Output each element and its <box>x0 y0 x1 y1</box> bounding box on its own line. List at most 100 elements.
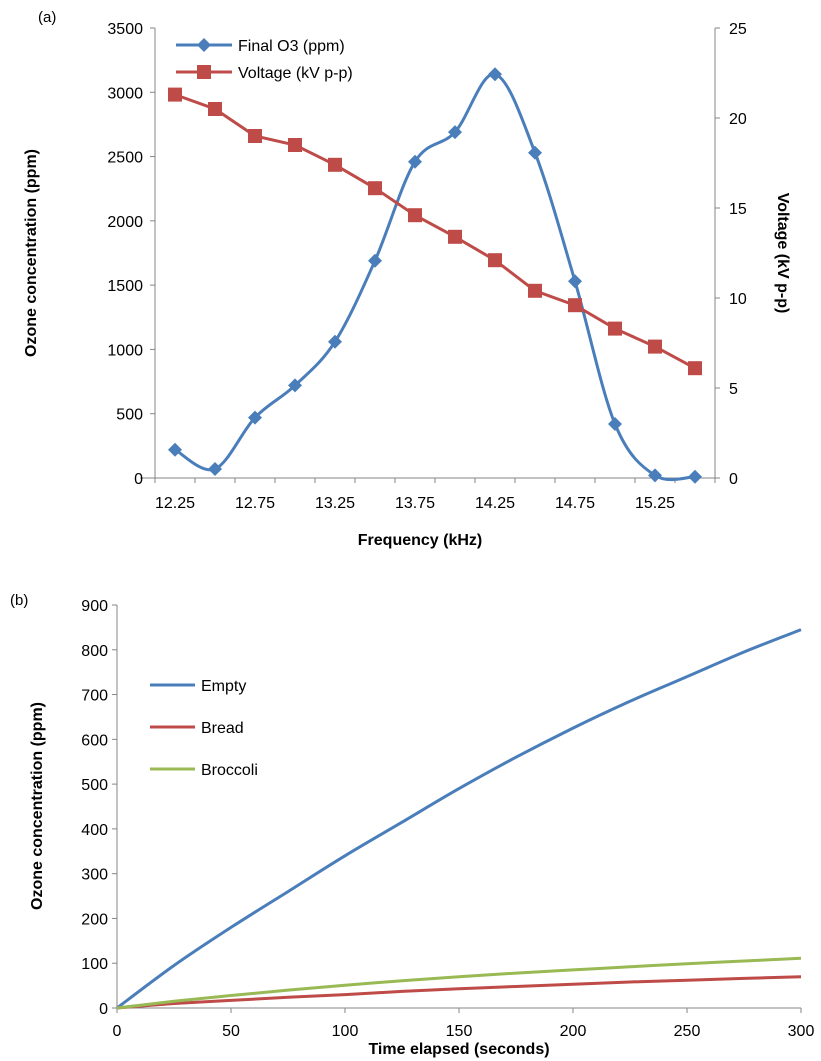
series-line-b-broccoli <box>116 956 802 1010</box>
x-tick-label-b: 50 <box>222 1023 240 1040</box>
legend-label-a: Voltage (kV p-p) <box>238 65 353 82</box>
legend-item-b-2: Broccoli <box>150 762 258 779</box>
right-y-tick-label-a: 15 <box>729 201 747 218</box>
y-tick-label-b: 500 <box>81 777 108 794</box>
diamond-marker-a <box>688 469 702 484</box>
square-marker-a <box>368 181 382 196</box>
y2-axis-label-a: Voltage (kV p-p) <box>774 193 791 314</box>
y-tick-label-b: 100 <box>81 956 108 973</box>
y-tick-label-b: 400 <box>81 822 108 839</box>
square-marker-a <box>408 208 422 223</box>
left-y-tick-label-a: 3500 <box>107 21 143 38</box>
square-marker-a <box>288 138 302 152</box>
left-y-tick-label-a: 0 <box>134 471 143 488</box>
square-marker-a <box>528 283 542 298</box>
square-marker-a <box>488 253 502 268</box>
legend-item-b-0: Empty <box>150 678 246 695</box>
series-group-a <box>168 67 702 484</box>
x-tick-label-b: 200 <box>560 1023 587 1040</box>
square-marker-a <box>248 129 262 143</box>
square-marker-a <box>328 157 342 172</box>
series-line-b-bread <box>116 975 802 1010</box>
diamond-marker-a <box>448 125 462 140</box>
x-tick-label-a: 13.25 <box>315 495 355 512</box>
y-tick-label-b: 900 <box>81 598 108 615</box>
square-marker-a <box>168 87 182 102</box>
x-axis-label-b: Time elapsed (seconds) <box>368 1041 549 1058</box>
diamond-marker-a <box>368 253 382 268</box>
square-marker-a <box>448 229 462 244</box>
left-y-tick-label-a: 1500 <box>107 278 143 295</box>
x-tick-label-a: 14.25 <box>475 495 515 512</box>
series-a-1 <box>168 87 702 376</box>
y-tick-label-b: 700 <box>81 688 108 705</box>
y-tick-label-b: 0 <box>99 1001 108 1018</box>
diamond-marker-a <box>168 442 182 457</box>
diamond-marker-a <box>528 145 542 160</box>
diamond-marker-a <box>288 378 302 393</box>
right-y-tick-label-a: 25 <box>729 21 747 38</box>
square-marker-a <box>608 321 622 336</box>
panel-label-b: (b) <box>10 592 28 609</box>
x-axis-label-a: Frequency (kHz) <box>358 532 482 549</box>
legend-square-marker-a <box>197 65 211 79</box>
left-y-tick-label-a: 1000 <box>107 342 143 359</box>
right-y-tick-label-a: 10 <box>729 291 747 308</box>
x-tick-label-a: 12.75 <box>235 495 275 512</box>
x-tick-label-a: 14.75 <box>555 495 595 512</box>
panel-label-a: (a) <box>38 9 56 26</box>
diamond-marker-a <box>648 468 662 483</box>
x-tick-label-a: 12.25 <box>155 495 195 512</box>
right-y-ticks-a: 0 5 10 15 20 25 <box>715 21 747 488</box>
square-marker-a <box>648 339 662 354</box>
x-tick-label-b: 150 <box>446 1023 473 1040</box>
y-axis-label-b: Ozone concentration (ppm) <box>29 702 46 910</box>
x-tick-label-b: 250 <box>674 1023 701 1040</box>
y-tick-label-b: 800 <box>81 643 108 660</box>
legend-item-a-1: Voltage (kV p-p) <box>176 65 353 82</box>
legend-item-a-0: Final O3 (ppm) <box>176 38 345 55</box>
diamond-marker-a <box>208 462 222 476</box>
series-group-b <box>116 628 802 1010</box>
diamond-marker-a <box>328 334 342 349</box>
left-y-ticks-a: 0 500 1000 1500 2000 2500 3000 3500 <box>107 21 155 488</box>
x-ticks-a: 12.25 12.75 13.25 13.75 14.25 14.75 15.25 <box>154 478 716 512</box>
legend-label-b: Bread <box>201 720 244 737</box>
x-tick-label-b: 0 <box>113 1023 122 1040</box>
x-tick-label-b: 300 <box>788 1023 815 1040</box>
diamond-marker-a <box>608 417 622 431</box>
legend-a: Final O3 (ppm) Voltage (kV p-p) <box>176 38 353 82</box>
y-tick-label-b: 200 <box>81 911 108 928</box>
legend-label-b: Broccoli <box>201 762 258 779</box>
diamond-marker-a <box>568 274 582 289</box>
legend-label-a: Final O3 (ppm) <box>238 38 345 55</box>
right-y-tick-label-a: 5 <box>729 381 738 398</box>
right-y-tick-label-a: 20 <box>729 111 747 128</box>
diamond-marker-a <box>408 154 422 169</box>
chart-a: (a) 0 500 1000 1500 2000 2500 3000 3500 0 5 10 15 2… <box>23 9 791 549</box>
left-y-tick-label-a: 3000 <box>107 85 143 102</box>
legend-diamond-marker-a <box>197 38 211 52</box>
x-ticks-b: 0 50 100 150 200 250 300 <box>113 1008 815 1040</box>
legend-label-b: Empty <box>201 678 246 695</box>
square-marker-a <box>568 298 582 313</box>
x-tick-label-b: 100 <box>332 1023 359 1040</box>
legend-item-b-1: Bread <box>150 720 244 737</box>
diamond-marker-a <box>248 410 262 425</box>
left-y-tick-label-a: 500 <box>116 407 143 424</box>
series-line-b-empty <box>116 628 802 1010</box>
y-axis-label-a: Ozone concentration (ppm) <box>23 149 40 357</box>
y-tick-label-b: 600 <box>81 732 108 749</box>
legend-b: Empty Bread Broccoli <box>150 678 258 779</box>
x-tick-label-a: 15.25 <box>635 495 675 512</box>
chart-b: (b) 0 100 200 300 400 500 600 700 800 900 0 50 100 1… <box>10 592 814 1058</box>
y-ticks-b: 0 100 200 300 400 500 600 700 800 900 <box>81 598 117 1018</box>
diamond-marker-a <box>488 67 502 82</box>
square-marker-a <box>688 361 702 376</box>
left-y-tick-label-a: 2500 <box>107 150 143 167</box>
x-tick-label-a: 13.75 <box>395 495 435 512</box>
series-a-0 <box>168 67 702 484</box>
left-y-tick-label-a: 2000 <box>107 214 143 231</box>
square-marker-a <box>208 102 222 116</box>
